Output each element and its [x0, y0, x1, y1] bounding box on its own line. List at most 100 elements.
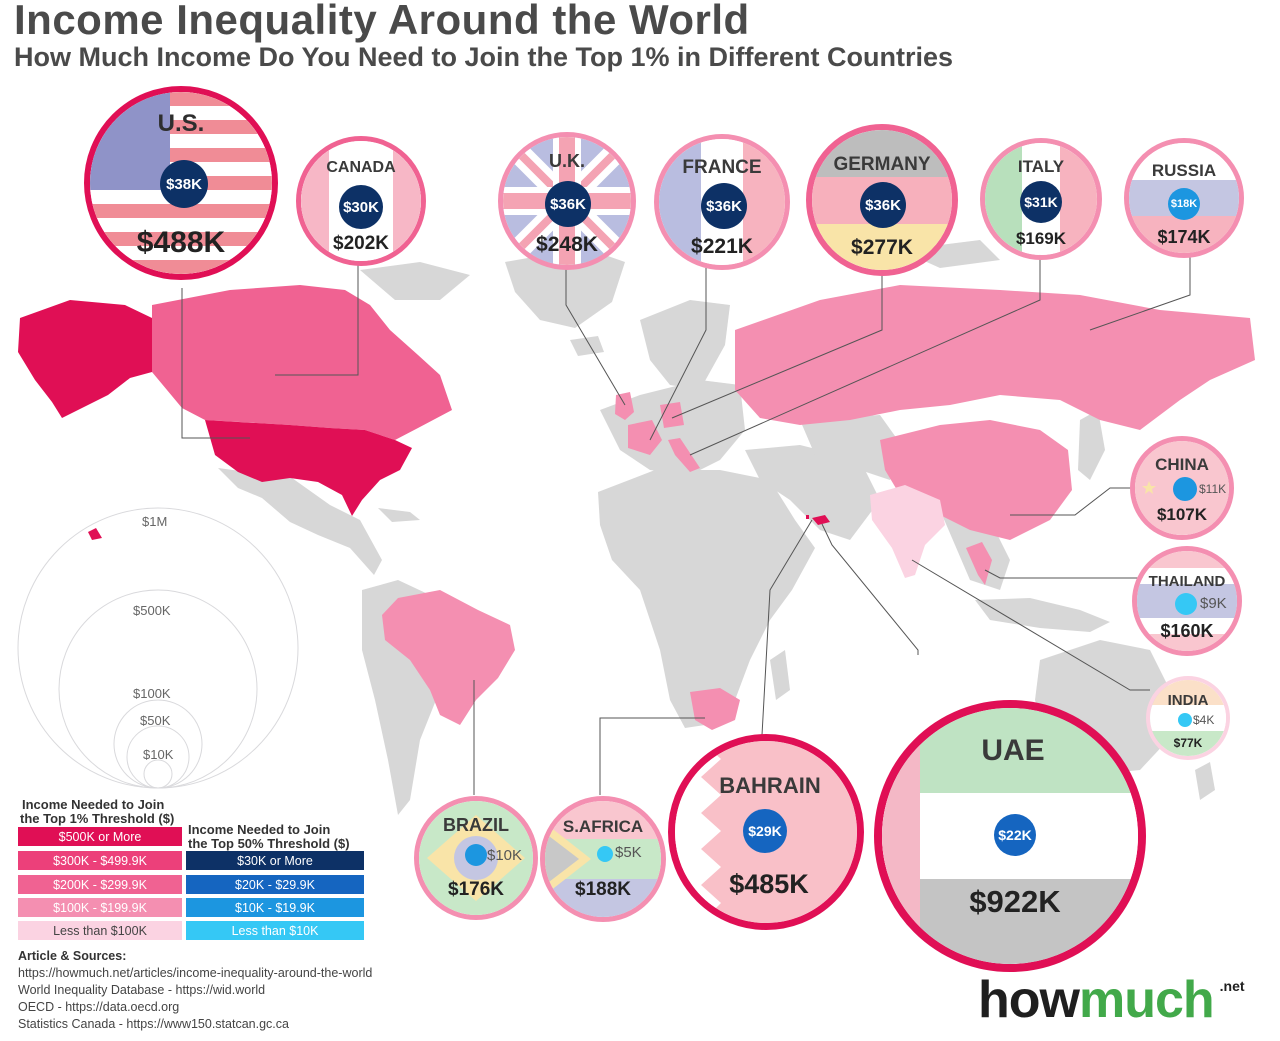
top1-value-china: $107K: [1156, 505, 1208, 524]
country-name-thailand: THAILAND: [1148, 573, 1226, 590]
land-uae: [812, 515, 830, 525]
top50-dot-india: [1178, 713, 1192, 727]
land-africa: [598, 470, 815, 728]
land-russia: [735, 285, 1255, 430]
legend-top1-item: $500K or More: [18, 827, 182, 846]
top50-label-thailand: $9K: [1200, 595, 1227, 612]
bubble-uk: U.K. $36K $248K: [498, 132, 636, 270]
scale-label-100k: $100K: [133, 686, 171, 701]
legend-top1-heading: Income Needed to Join the Top 1% Thresho…: [20, 798, 174, 826]
land-central-asia: [800, 415, 905, 480]
bubble-brazil: BRAZIL $10K $176K: [414, 796, 538, 920]
country-name-italy: ITALY: [1017, 157, 1065, 176]
top50-dot-brazil: [465, 844, 487, 866]
land-japan: [1078, 410, 1105, 480]
top50-dot-china: [1173, 477, 1197, 501]
scale-circles: [17, 507, 299, 789]
land-usa: [205, 420, 412, 516]
bubble-thailand: THAILAND $9K $160K: [1132, 546, 1242, 656]
top1-value-uk: $248K: [536, 233, 598, 256]
logo-how: how: [978, 971, 1080, 1029]
land-caribbean: [378, 508, 420, 522]
page-title: Income Inequality Around the World: [14, 0, 750, 43]
scale-circle-10k: [143, 759, 173, 789]
source-link[interactable]: World Inequality Database - https://wid.…: [18, 983, 266, 997]
colored-countries: [18, 285, 1255, 730]
country-name-bahrain: BAHRAIN: [719, 773, 821, 798]
top50-dot-thailand: [1175, 593, 1197, 615]
top1-value-bahrain: $485K: [729, 869, 809, 899]
legend-top50-item: $30K or More: [186, 851, 364, 870]
top50-dot-us: $38K: [160, 160, 208, 208]
land-indonesia: [975, 598, 1110, 632]
land-china: [880, 420, 1072, 540]
land-middle-east: [745, 445, 880, 540]
land-bahrain: [806, 515, 809, 519]
scale-circle-1m: [17, 507, 299, 789]
top50-dot-safrica: [597, 846, 613, 862]
land-madagascar: [770, 650, 790, 700]
sources-block: Article & Sources: https://howmuch.net/a…: [18, 948, 372, 1033]
bubble-bahrain: BAHRAIN $29K $485K: [668, 734, 864, 930]
scale-label-50k: $50K: [140, 713, 171, 728]
top50-dot-canada: $30K: [339, 185, 383, 229]
bubble-russia: RUSSIA $18K $174K: [1124, 138, 1244, 258]
land-uk: [615, 392, 634, 420]
land-alaska: [18, 300, 152, 418]
germany-flag-icon: [812, 130, 952, 270]
land-arctic-islands: [360, 262, 470, 300]
howmuch-logo[interactable]: howmuch .net: [978, 970, 1245, 1030]
country-name-canada: CANADA: [326, 159, 396, 176]
country-name-brazil: BRAZIL: [443, 815, 509, 835]
legend-top50-heading: Income Needed to Join the Top 50% Thresh…: [188, 823, 350, 851]
source-link[interactable]: OECD - https://data.oecd.org: [18, 1000, 180, 1014]
top1-value-france: $221K: [691, 235, 753, 258]
leader-lines: [181, 252, 1191, 795]
top50-dot-italy: $31K: [1020, 181, 1062, 223]
land-iceland: [570, 336, 604, 356]
top1-value-uae: $922K: [969, 884, 1061, 919]
bubble-italy: ITALY $31K $169K: [980, 138, 1102, 260]
legend-top50-item: $20K - $29.9K: [186, 875, 364, 894]
land-thailand: [966, 542, 992, 585]
us-flag-icon: [90, 92, 272, 274]
legend-top1-heading-line2: the Top 1% Threshold ($): [20, 811, 175, 826]
country-name-uae: UAE: [981, 734, 1045, 767]
bubble-canada: CANADA $30K $202K: [296, 136, 426, 266]
land-brazil: [382, 590, 515, 725]
logo-net: .net: [1219, 978, 1245, 994]
top1-value-brazil: $176K: [448, 879, 504, 900]
bubble-france: FRANCE $36K $221K: [654, 134, 790, 270]
top50-dot-bahrain: $29K: [743, 809, 787, 853]
france-flag-icon: [659, 139, 785, 265]
land-india: [870, 485, 945, 578]
top50-dot-russia: $18K: [1168, 188, 1200, 220]
bubble-safrica: S.AFRICA $5K $188K: [540, 796, 666, 922]
country-name-safrica: S.AFRICA: [562, 817, 644, 836]
legend-top50-item: $10K - $19.9K: [186, 898, 364, 917]
top1-value-thailand: $160K: [1160, 621, 1214, 641]
bubble-india: INDIA $4K $77K: [1146, 676, 1230, 760]
country-name-india: INDIA: [1167, 692, 1209, 709]
scale-label-10k: $10K: [143, 747, 174, 762]
source-link[interactable]: https://howmuch.net/articles/income-ineq…: [18, 966, 373, 980]
legend-top1-item: $100K - $199.9K: [18, 898, 182, 917]
top50-dot-uae: $22K: [994, 814, 1036, 856]
top1-value-india: $77K: [1173, 736, 1203, 750]
page-subtitle: How Much Income Do You Need to Join the …: [14, 42, 954, 72]
scale-label-1m: $1M: [142, 514, 168, 529]
top1-value-italy: $169K: [1015, 229, 1067, 248]
top50-label-india: $4K: [1193, 713, 1215, 727]
land-new-zealand: [1195, 762, 1215, 800]
source-link[interactable]: Statistics Canada - https://www150.statc…: [18, 1017, 289, 1031]
top50-dot-uk: $36K: [545, 181, 591, 227]
legend-top1-item: $300K - $499.9K: [18, 851, 182, 870]
country-name-russia: RUSSIA: [1151, 161, 1217, 180]
land-italy: [668, 438, 700, 472]
sources-heading: Article & Sources:: [18, 949, 127, 963]
land-france: [628, 420, 662, 455]
top50-label-safrica: $5K: [615, 844, 642, 861]
bubble-uae: UAE $22K $922K: [874, 700, 1146, 972]
land-canada: [152, 285, 452, 440]
